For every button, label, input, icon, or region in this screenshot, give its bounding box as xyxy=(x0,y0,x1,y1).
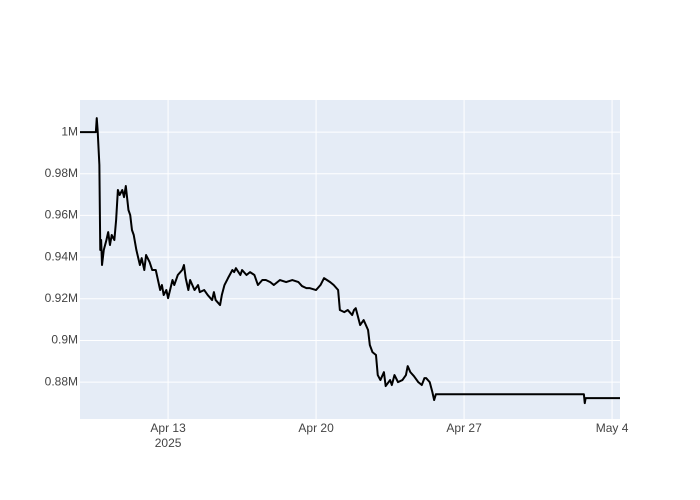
x-tick-label: Apr 27 xyxy=(446,421,482,435)
y-tick-label: 1M xyxy=(61,124,78,138)
x-tick-label: Apr 20 xyxy=(298,421,334,435)
plot-area xyxy=(80,100,620,419)
x-tick-label: Apr 13 xyxy=(150,421,186,435)
y-tick-label: 0.9M xyxy=(51,333,78,347)
y-tick-label: 0.98M xyxy=(45,166,78,180)
y-tick-label: 0.96M xyxy=(45,208,78,222)
y-tick-label: 0.88M xyxy=(45,374,78,388)
x-tick-label: May 4 xyxy=(596,421,629,435)
data-line xyxy=(80,117,620,405)
x-year-label: 2025 xyxy=(155,436,182,450)
y-tick-label: 0.92M xyxy=(45,291,78,305)
y-tick-label: 0.94M xyxy=(45,249,78,263)
